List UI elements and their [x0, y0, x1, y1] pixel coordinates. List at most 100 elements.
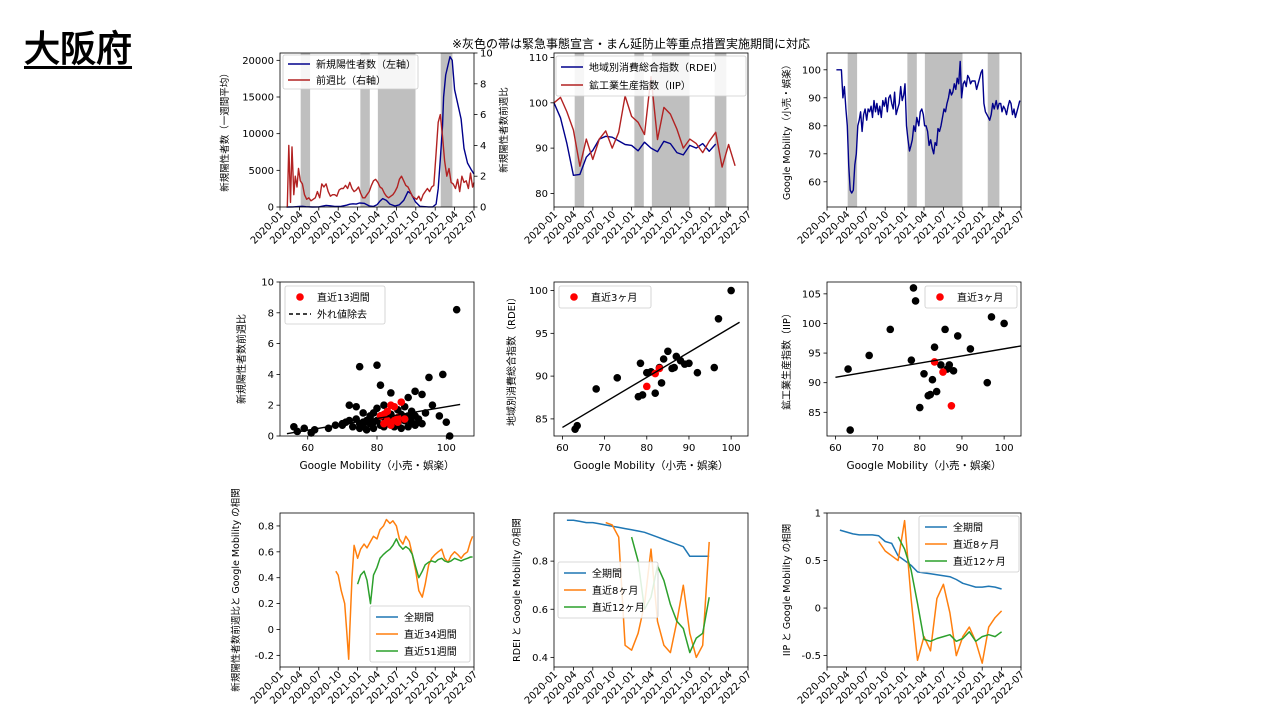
- series-line-1: [286, 56, 475, 208]
- y-tick-label: 70: [808, 149, 821, 160]
- scatter-point: [452, 305, 461, 314]
- legend-box: [918, 515, 1020, 573]
- scatter-point: [352, 402, 361, 411]
- y-tick-label: 0.8: [532, 557, 548, 568]
- plot-border: [279, 52, 475, 208]
- scatter-point: [651, 389, 660, 398]
- shaded-period-4: [987, 53, 1000, 207]
- scatter-point: [949, 367, 958, 375]
- y-axis-label: 地域別消費総合指数（RDEI）: [505, 292, 518, 426]
- scatter-point: [345, 401, 354, 410]
- plot-border: [553, 512, 749, 668]
- plot-border: [826, 281, 1022, 437]
- x-tick-label: 70: [598, 443, 611, 454]
- y-tick-label: 4: [268, 370, 274, 381]
- scatter-point: [376, 381, 385, 389]
- shaded-period-2: [360, 53, 370, 207]
- y-tick-label: 100: [802, 319, 821, 330]
- scatter-point: [846, 426, 854, 434]
- scatter-point: [418, 390, 426, 399]
- scatter-point: [404, 393, 412, 402]
- y-tick-label: 0: [268, 203, 274, 214]
- y-tick-label: 10000: [242, 129, 274, 140]
- chart-corr-iip: 2020-012020-042020-072020-102021-012021-…: [781, 509, 1027, 707]
- x-axis-label: Google Mobility（小売・娯楽）: [573, 459, 728, 472]
- shading-note: ※灰色の帯は緊急事態宣言・まん延防止等重点措置実施期間に対応: [452, 37, 811, 51]
- scatter-point: [932, 387, 941, 396]
- y-tick-label: 105: [802, 289, 821, 300]
- y-tick-label: 2: [268, 401, 274, 412]
- y-tick-label: 100: [529, 98, 548, 109]
- y-tick-label: 0.5: [805, 556, 821, 567]
- scatter-point: [983, 378, 992, 387]
- shaded-period-4: [440, 53, 453, 207]
- chart-corr-rdei: 2020-012020-042020-072020-102021-012021-…: [511, 512, 754, 707]
- series-line-1: [553, 102, 717, 177]
- y-tick-label: 10: [261, 278, 274, 289]
- scatter-point: [366, 412, 374, 420]
- scatter-point: [638, 391, 647, 399]
- scatter-point: [310, 426, 319, 434]
- y-tick-label: 0.2: [258, 599, 274, 610]
- y-tick-label: 100: [529, 286, 548, 297]
- plot-border: [279, 281, 475, 437]
- scatter-point-recent: [939, 368, 947, 376]
- legend-label: 直近3ヶ月: [591, 291, 637, 304]
- series-line-3: [356, 538, 473, 605]
- plot-border: [826, 52, 1022, 208]
- chart-mobility: 2020-012020-042020-072020-102021-012021-…: [781, 52, 1027, 247]
- x-tick-label: 80: [913, 443, 926, 454]
- y-tick-label: 85: [535, 414, 548, 425]
- y-tick-label: 95: [535, 329, 548, 340]
- chart-corr-cases: 2020-012020-042020-072020-102021-012021-…: [230, 488, 480, 706]
- series-line-2: [878, 519, 1003, 664]
- y-axis-label: 新規陽性者数前週比: [235, 314, 248, 404]
- y-tick-label: 0.4: [532, 653, 548, 664]
- x-tick-label: 100: [722, 443, 741, 454]
- y-right-tick-label: 0: [480, 203, 486, 214]
- scatter-point: [373, 361, 381, 369]
- legend-box: [558, 285, 652, 309]
- x-axis-label: Google Mobility（小売・娯楽）: [299, 459, 454, 472]
- scatter-point-recent: [390, 402, 399, 411]
- legend-label: 直近8ヶ月: [592, 584, 638, 597]
- scatter-point-recent: [400, 415, 409, 423]
- shaded-period-2: [907, 53, 917, 207]
- legend-label: 直近3ヶ月: [957, 291, 1003, 304]
- scatter-point-recent: [383, 416, 392, 425]
- x-tick-label: 90: [956, 443, 969, 454]
- scatter-point: [404, 422, 412, 431]
- scatter-point: [348, 422, 357, 431]
- x-tick-label: 70: [871, 443, 884, 454]
- y-tick-label: 0.6: [532, 605, 548, 616]
- scatter-point: [411, 387, 419, 396]
- scatter-point: [926, 390, 935, 399]
- scatter-point: [359, 418, 367, 426]
- shaded-period-1: [574, 53, 585, 207]
- scatter-point: [915, 403, 924, 412]
- scatter-point: [442, 418, 451, 426]
- y-right-tick-label: 2: [480, 172, 486, 183]
- y-tick-label: 95: [808, 349, 821, 360]
- fit-line: [835, 345, 1022, 379]
- scatter-point: [844, 365, 852, 373]
- y-axis-label: 鉱工業生産指数（IIP）: [780, 308, 793, 410]
- series-line-1: [836, 60, 1021, 194]
- y-tick-label: 0.8: [258, 521, 274, 532]
- y-right-tick-label: 10: [480, 49, 493, 60]
- y-tick-label: 110: [529, 53, 548, 64]
- series-line-3: [897, 536, 1003, 643]
- legend-label: 直近34週間: [404, 628, 457, 641]
- y-axis-label: 新規陽性者数（一週間平均）: [219, 68, 231, 192]
- y-tick-label: 100: [802, 65, 821, 76]
- y-right-tick-label: 4: [480, 141, 486, 152]
- scatter-point: [945, 361, 954, 369]
- y-tick-label: 0: [268, 625, 274, 636]
- scatter-point: [693, 368, 702, 377]
- scatter-point: [987, 313, 996, 321]
- scatter-point: [613, 374, 622, 382]
- y-tick-label: 85: [808, 408, 821, 419]
- scatter-point: [380, 401, 388, 410]
- fit-line: [562, 321, 740, 429]
- chart-consumption: 2020-012020-042020-072020-102021-012021-…: [523, 52, 754, 247]
